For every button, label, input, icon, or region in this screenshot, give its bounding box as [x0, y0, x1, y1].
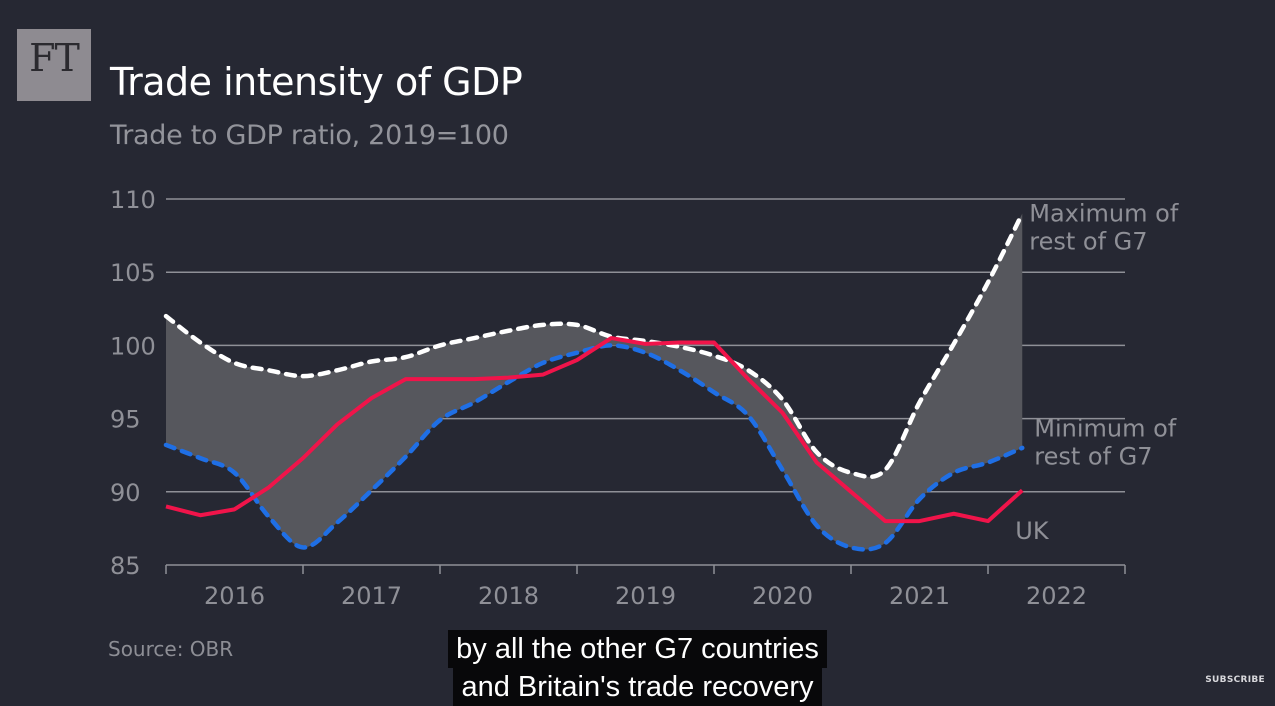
- y-tick-label-100: 100: [110, 332, 156, 360]
- x-tick-label-2018: 2018: [478, 582, 539, 610]
- line-layer: [163, 211, 1025, 552]
- chart-subtitle: Trade to GDP ratio, 2019=100: [110, 120, 509, 151]
- video-captions: by all the other G7 countries and Britai…: [0, 630, 1275, 706]
- x-tick-label-2019: 2019: [615, 582, 676, 610]
- label-uk-line-1: UK: [1015, 517, 1050, 545]
- source-note: Source: OBR: [108, 637, 234, 661]
- x-tick-label-2021: 2021: [889, 582, 950, 610]
- series-line-uk: [165, 336, 1024, 524]
- x-tick-label-2022: 2022: [1026, 582, 1087, 610]
- caption-line-1: by all the other G7 countries: [448, 630, 827, 668]
- series-line-minimum-rest-of-g7: [163, 343, 1025, 552]
- label-minimum-rest-of-g7-line-2: rest of G7: [1034, 443, 1152, 471]
- y-tick-label-105: 105: [110, 259, 156, 287]
- x-tick-label-2017: 2017: [341, 582, 402, 610]
- series-line-maximum-rest-of-g7: [163, 211, 1025, 480]
- label-maximum-rest-of-g7-line-1: Maximum of: [1029, 200, 1179, 228]
- label-minimum-rest-of-g7-line-1: Minimum of: [1034, 415, 1177, 443]
- label-maximum-rest-of-g7-line-2: rest of G7: [1029, 228, 1147, 256]
- chart-title: Trade intensity of GDP: [110, 60, 523, 104]
- y-tick-label-95: 95: [110, 406, 141, 434]
- axis-layer: 85 90 95 100 105 110 2016 2017 2018 2019 2020 2021 2…: [110, 186, 1126, 610]
- ft-logo-text: FT: [29, 36, 80, 80]
- y-tick-label-90: 90: [110, 479, 141, 507]
- band-layer: [166, 213, 1023, 550]
- x-tick-label-2020: 2020: [752, 582, 813, 610]
- shaded-range-band: [166, 213, 1023, 550]
- subscribe-button[interactable]: SUBSCRIBE: [1205, 675, 1265, 685]
- y-tick-label-110: 110: [110, 186, 156, 214]
- y-tick-label-85: 85: [110, 552, 141, 580]
- caption-line-2: and Britain's trade recovery: [453, 668, 822, 706]
- ft-logo: FT: [17, 29, 91, 101]
- x-tick-label-2016: 2016: [204, 582, 265, 610]
